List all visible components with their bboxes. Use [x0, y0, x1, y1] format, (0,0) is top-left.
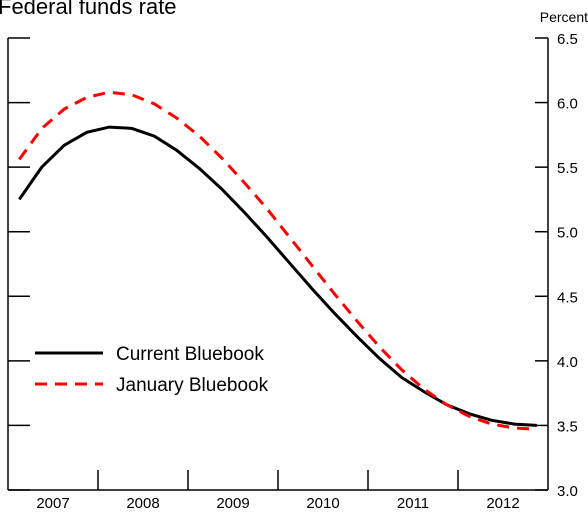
legend-label: Current Bluebook — [116, 344, 264, 365]
x-tick-label: 2012 — [486, 495, 519, 512]
y-tick-label: 5.0 — [557, 225, 578, 242]
y-unit-label: Percent — [540, 9, 588, 25]
chart-title: Federal funds rate — [0, 0, 177, 19]
y-tick-label: 5.5 — [557, 160, 578, 177]
y-tick-label: 6.5 — [557, 31, 578, 48]
x-tick-label: 2010 — [306, 495, 339, 512]
x-tick-label: 2007 — [36, 495, 69, 512]
axes-frame — [7, 38, 549, 491]
legend-label: January Bluebook — [116, 375, 269, 396]
y-tick-label: 3.0 — [557, 483, 578, 500]
x-tick-label: 2009 — [216, 495, 249, 512]
y-tick-label: 3.5 — [557, 418, 578, 435]
series-line — [18, 90, 537, 431]
y-tick-label: 4.5 — [557, 289, 578, 306]
y-tick-label: 4.0 — [557, 354, 578, 371]
x-tick-label: 2008 — [126, 495, 159, 512]
series-line — [18, 125, 537, 427]
x-tick-label: 2011 — [397, 495, 429, 512]
y-tick-label: 6.0 — [557, 96, 578, 113]
